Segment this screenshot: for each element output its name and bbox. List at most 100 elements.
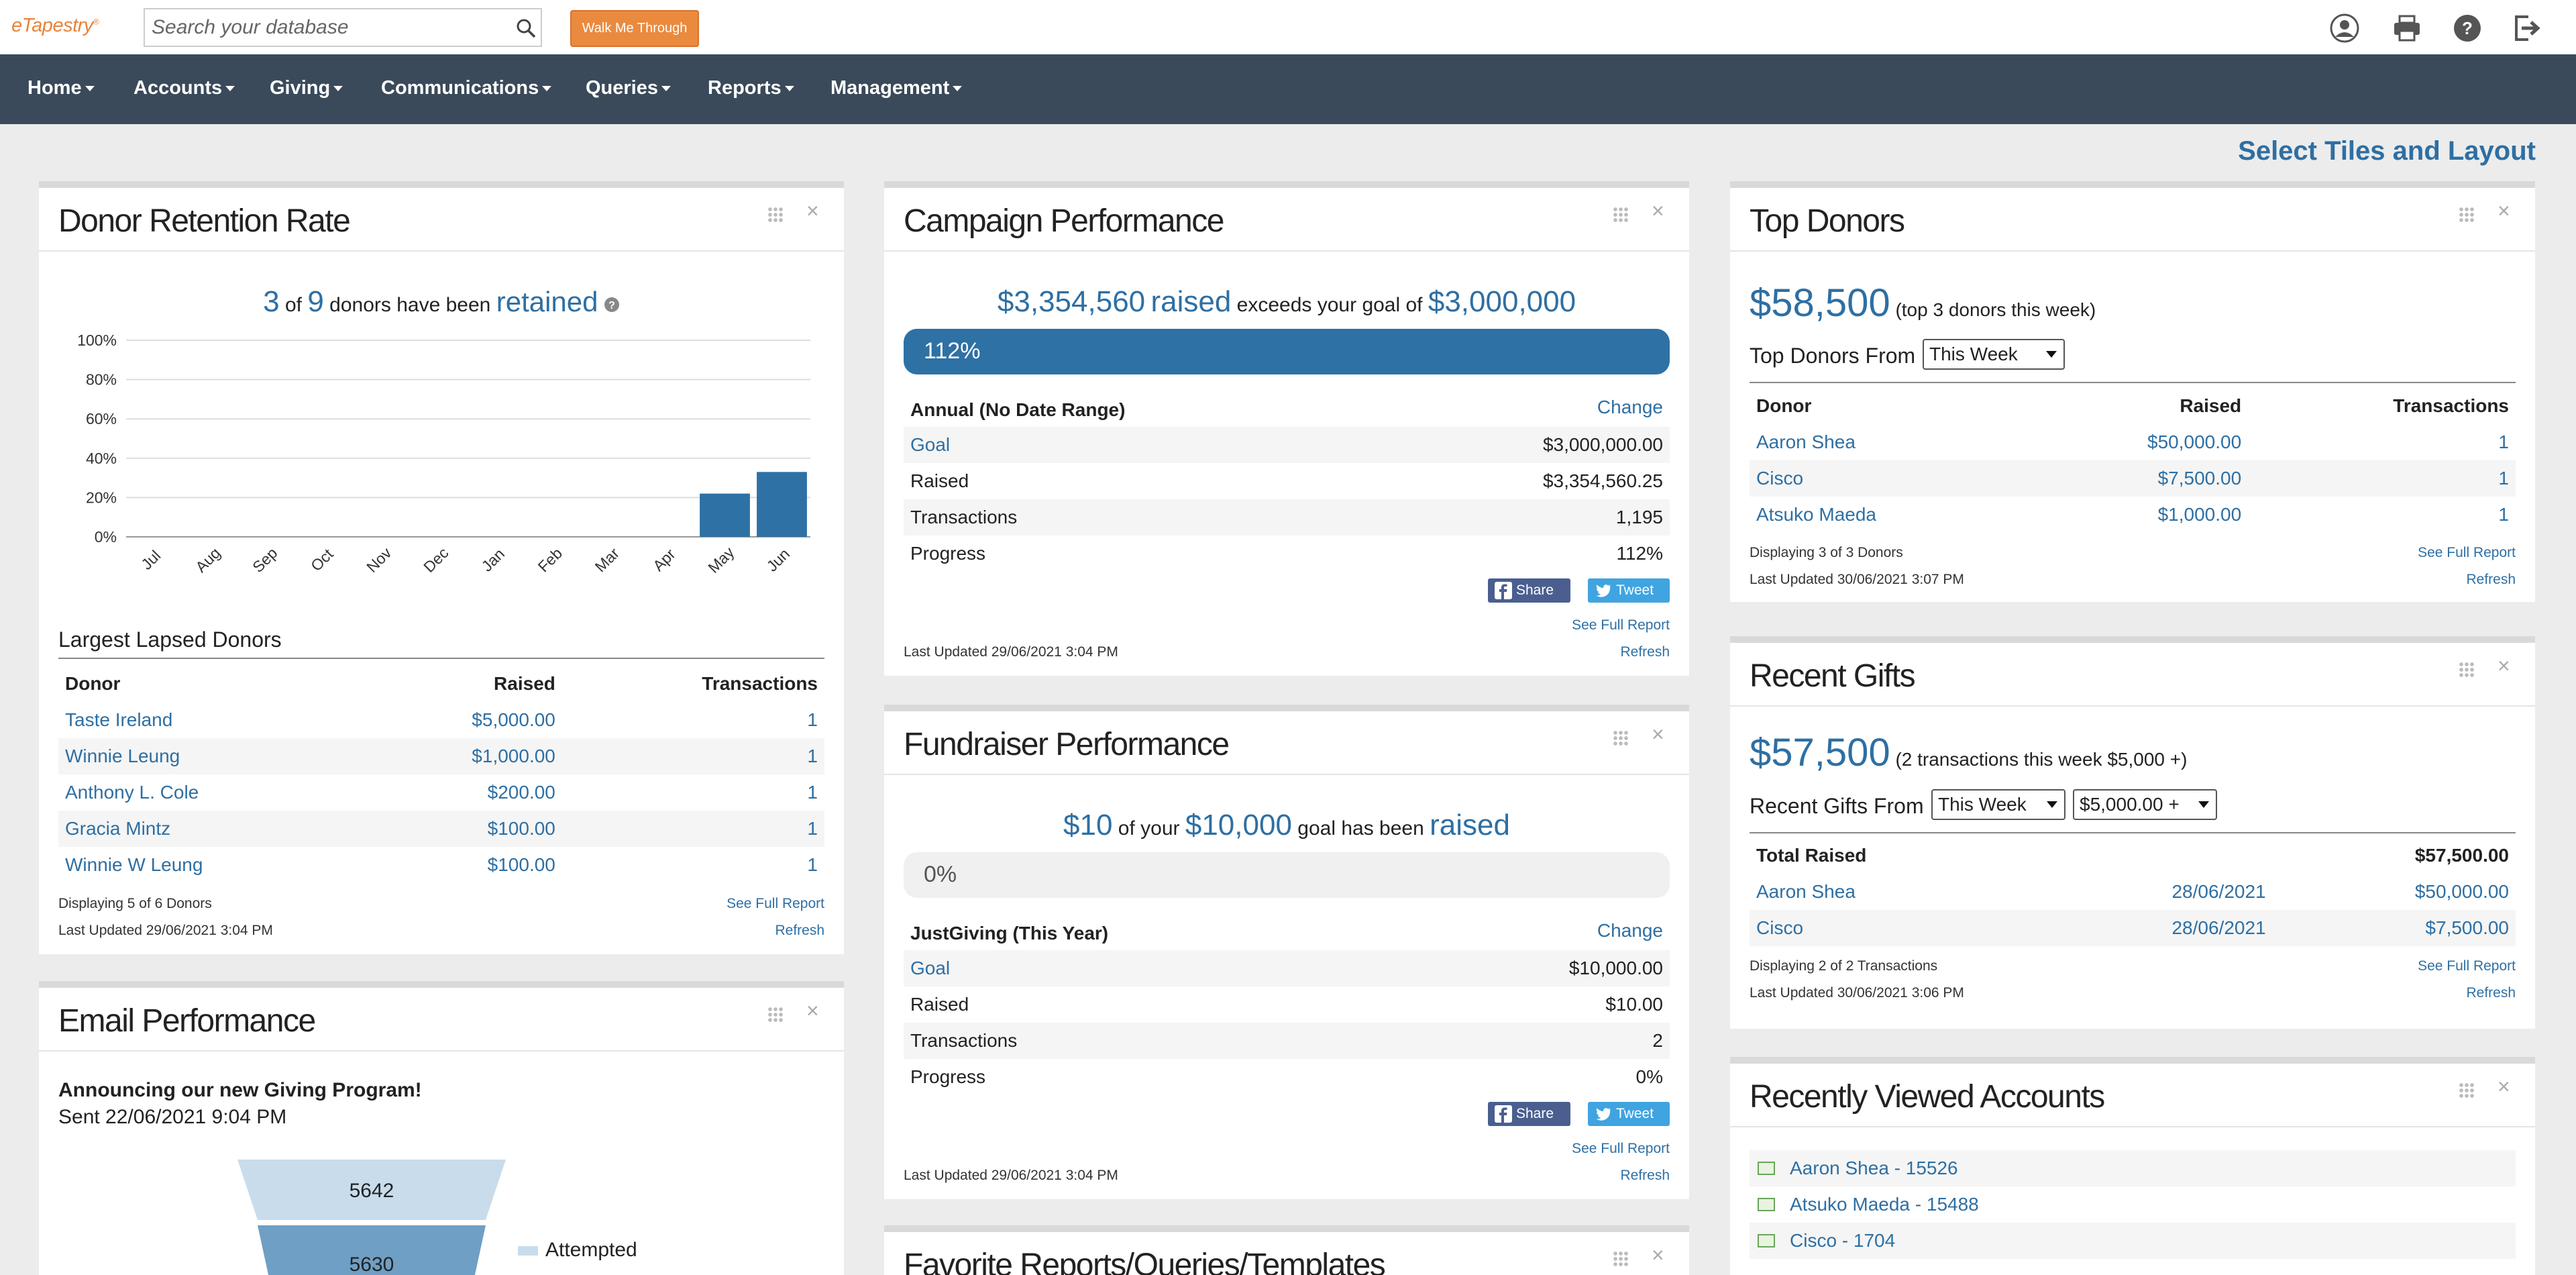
donor-link[interactable]: Aaron Shea	[1756, 881, 1856, 902]
date-link[interactable]: 28/06/2021	[2171, 881, 2266, 902]
change-link[interactable]: Change	[1597, 397, 1663, 417]
x-tick-label: Jan	[478, 545, 508, 575]
tweet-button[interactable]: Tweet	[1588, 1102, 1670, 1126]
recent-gifts-period-select[interactable]: This Week	[1931, 789, 2065, 820]
donor-retention-tile: Donor Retention Rate × 3 of 9 donors hav…	[39, 181, 844, 954]
fundraiser-progress-bar: 0%	[904, 852, 1670, 898]
nav-management[interactable]: Management	[830, 77, 963, 99]
donor-link[interactable]: Taste Ireland	[65, 709, 173, 730]
see-full-report-link[interactable]: See Full Report	[727, 896, 824, 911]
drag-handle-icon[interactable]	[2459, 662, 2475, 678]
donor-link[interactable]: Aaron Shea	[1756, 431, 1856, 452]
transactions-link[interactable]: 1	[2498, 504, 2509, 525]
close-icon[interactable]: ×	[2498, 1074, 2510, 1099]
nav-giving[interactable]: Giving	[270, 77, 343, 99]
transactions-link[interactable]: 1	[807, 709, 818, 730]
nav-accounts[interactable]: Accounts	[133, 77, 235, 99]
drag-handle-icon[interactable]	[2459, 207, 2475, 223]
print-icon[interactable]	[2392, 13, 2422, 44]
raised-link[interactable]: $1,000.00	[472, 746, 555, 766]
transactions-link[interactable]: 1	[807, 818, 818, 839]
close-icon[interactable]: ×	[806, 199, 819, 223]
search-input[interactable]	[152, 15, 487, 40]
facebook-share-button[interactable]: Share	[1488, 1102, 1570, 1126]
table-row: Anthony L. Cole $200.00 1	[58, 774, 824, 811]
nav-communications[interactable]: Communications	[381, 77, 552, 99]
donor-link[interactable]: Cisco	[1756, 917, 1804, 938]
tile-header: Fundraiser Performance ×	[884, 711, 1689, 775]
drag-handle-icon[interactable]	[1613, 1251, 1629, 1267]
see-full-report-link[interactable]: See Full Report	[2418, 545, 2516, 560]
nav-reports[interactable]: Reports	[708, 77, 794, 99]
transactions-link[interactable]: 1	[2498, 468, 2509, 489]
date-link[interactable]: 28/06/2021	[2171, 917, 2266, 938]
table-row: Raised $3,354,560.25	[904, 463, 1670, 499]
recent-account-link[interactable]: Atsuko Maeda - 15488	[1750, 1186, 2516, 1223]
raised-link[interactable]: $100.00	[487, 818, 555, 839]
search-icon[interactable]	[515, 17, 537, 39]
top-donors-period-select[interactable]: This Week	[1923, 339, 2065, 370]
drag-handle-icon[interactable]	[767, 207, 784, 223]
walk-me-through-button[interactable]: Walk Me Through	[570, 10, 699, 47]
drag-handle-icon[interactable]	[767, 1007, 784, 1023]
tweet-button[interactable]: Tweet	[1588, 578, 1670, 603]
column-header: Raised	[2180, 395, 2242, 416]
raised-link[interactable]: $100.00	[487, 854, 555, 875]
donor-link[interactable]: Atsuko Maeda	[1756, 504, 1876, 525]
close-icon[interactable]: ×	[2498, 199, 2510, 223]
donor-link[interactable]: Winnie W Leung	[65, 854, 203, 875]
raised-link[interactable]: $5,000.00	[472, 709, 555, 730]
select-tiles-link[interactable]: Select Tiles and Layout	[2238, 136, 2536, 166]
recent-account-link[interactable]: Cisco - 1704	[1750, 1223, 2516, 1259]
help-icon[interactable]: ?	[2452, 13, 2483, 44]
user-icon[interactable]	[2329, 13, 2360, 44]
amount-link[interactable]: $7,500.00	[2425, 917, 2509, 938]
transactions-link[interactable]: 1	[2498, 431, 2509, 452]
amount-link[interactable]: $50,000.00	[2414, 881, 2509, 902]
drag-handle-icon[interactable]	[1613, 207, 1629, 223]
nav-queries[interactable]: Queries	[586, 77, 671, 99]
facebook-share-button[interactable]: Share	[1488, 578, 1570, 603]
close-icon[interactable]: ×	[806, 999, 819, 1023]
close-icon[interactable]: ×	[1652, 1243, 1664, 1267]
refresh-link[interactable]: Refresh	[2466, 985, 2516, 1001]
close-icon[interactable]: ×	[1652, 722, 1664, 746]
see-full-report-link[interactable]: See Full Report	[1572, 617, 1670, 633]
logout-icon[interactable]	[2511, 13, 2542, 44]
nav-home[interactable]: Home	[28, 77, 95, 99]
refresh-link[interactable]: Refresh	[2466, 572, 2516, 587]
donor-link[interactable]: Cisco	[1756, 468, 1804, 489]
bar-jun[interactable]	[757, 472, 807, 537]
raised-link[interactable]: $7,500.00	[2157, 468, 2242, 489]
bar-may[interactable]	[700, 493, 750, 537]
refresh-link[interactable]: Refresh	[1620, 644, 1670, 660]
donor-link[interactable]: Gracia Mintz	[65, 818, 171, 839]
funnel-stage	[237, 1160, 506, 1220]
change-link[interactable]: Change	[1597, 920, 1663, 941]
refresh-link[interactable]: Refresh	[775, 923, 824, 938]
transactions-link[interactable]: 1	[807, 854, 818, 875]
refresh-link[interactable]: Refresh	[1620, 1168, 1670, 1183]
goal-link[interactable]: Goal	[904, 427, 1267, 463]
recent-account-link[interactable]: Aaron Shea - 15526	[1750, 1150, 2516, 1186]
donor-link[interactable]: Anthony L. Cole	[65, 782, 199, 803]
transactions-link[interactable]: 1	[807, 746, 818, 766]
etapestry-logo[interactable]: eTapestry®	[11, 15, 99, 36]
raised-link[interactable]: $50,000.00	[2147, 431, 2242, 452]
raised-link[interactable]: $1,000.00	[2157, 504, 2242, 525]
transactions-link[interactable]: 1	[807, 782, 818, 803]
donor-link[interactable]: Winnie Leung	[65, 746, 180, 766]
see-full-report-link[interactable]: See Full Report	[2418, 958, 2516, 974]
see-full-report-link[interactable]: See Full Report	[1572, 1141, 1670, 1156]
account-card-icon	[1758, 1234, 1775, 1247]
info-icon[interactable]: ?	[604, 297, 620, 313]
twitter-icon	[1596, 584, 1611, 597]
drag-handle-icon[interactable]	[1613, 730, 1629, 746]
column-header: Raised	[494, 673, 555, 694]
close-icon[interactable]: ×	[2498, 654, 2510, 678]
raised-link[interactable]: $200.00	[487, 782, 555, 803]
goal-link[interactable]: Goal	[904, 950, 1309, 986]
recent-gifts-amount-select[interactable]: $5,000.00 +	[2073, 789, 2217, 820]
close-icon[interactable]: ×	[1652, 199, 1664, 223]
drag-handle-icon[interactable]	[2459, 1082, 2475, 1099]
